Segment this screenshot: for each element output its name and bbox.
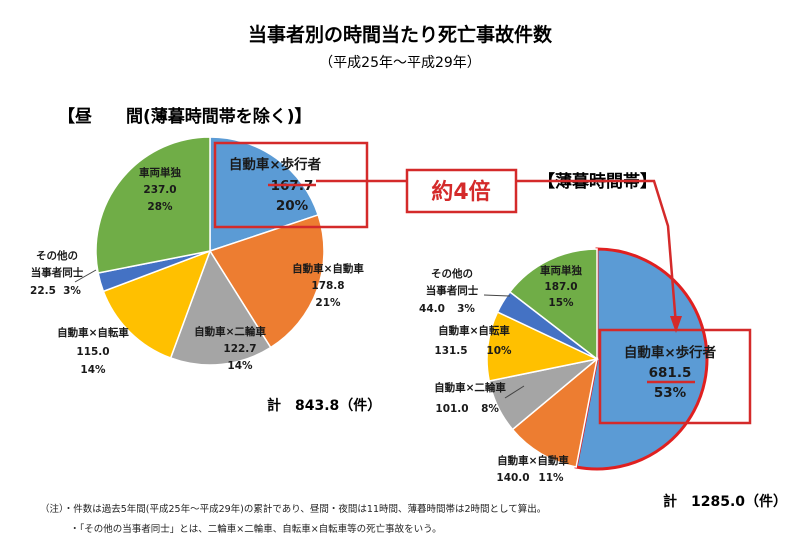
chart-subtitle: （平成25年～平成29年） bbox=[319, 55, 481, 71]
day-bicycle-percent: 14% bbox=[80, 364, 106, 376]
day-pedestrian-highlight-box bbox=[213, 141, 369, 229]
day-slice-motorcycle bbox=[169, 249, 272, 366]
day-slice-bicycle bbox=[102, 249, 212, 359]
dusk-single-percent: 15% bbox=[548, 297, 574, 309]
day-single-value: 237.0 bbox=[143, 184, 176, 196]
callout-connector-right bbox=[516, 179, 678, 326]
dusk-other-percent: 3% bbox=[457, 303, 475, 315]
dusk-bicycle-value: 131.5 bbox=[434, 345, 467, 357]
note-2: ・「その他の当事者同士」とは、二輪車×二輪車、自転車×自転車等の死亡事故をいう。 bbox=[70, 523, 442, 535]
dusk-single-name: 車両単独 bbox=[540, 264, 582, 277]
day-single-name: 車両単独 bbox=[139, 166, 181, 179]
dusk-motorcycle-name: 自動車×二輪車 bbox=[434, 381, 506, 394]
dusk-carcar-percent: 11% bbox=[538, 472, 564, 484]
day-motorcycle-value: 122.7 bbox=[223, 343, 256, 355]
day-other-name-1: その他の bbox=[36, 249, 78, 262]
dusk-slice-single bbox=[508, 248, 598, 361]
day-slice-single bbox=[95, 136, 211, 274]
day-carcar-value: 178.8 bbox=[311, 280, 344, 292]
dusk-carcar-value: 140.0 bbox=[496, 472, 529, 484]
dusk-single-value: 187.0 bbox=[544, 281, 577, 293]
dusk-other-leader bbox=[483, 294, 511, 297]
dusk-slice-bicycle bbox=[486, 311, 600, 382]
day-pedestrian-name: 自動車×歩行者 bbox=[229, 156, 322, 173]
day-other-name-2: 当事者同士 bbox=[31, 266, 84, 279]
dusk-labels: 車両単独 187.0 15% 自動車×歩行者 681.5 53% 自動車×自動車… bbox=[419, 264, 787, 510]
day-slice-car_car bbox=[208, 213, 325, 349]
day-other-value: 22.5 bbox=[30, 285, 56, 297]
dusk-pedestrian-percent: 53% bbox=[654, 385, 687, 401]
day-other-percent: 3% bbox=[63, 285, 81, 297]
day-pedestrian-percent: 20% bbox=[276, 198, 309, 214]
dusk-pedestrian-name: 自動車×歩行者 bbox=[624, 344, 717, 361]
note-1: （注）・件数は過去5年間(平成25年～平成29年)の累計であり、昼間・夜間は11… bbox=[40, 503, 546, 515]
dusk-pedestrian-highlight-box bbox=[598, 328, 752, 425]
ratio-callout-box bbox=[405, 168, 518, 214]
dusk-slice-pedestrian-outline bbox=[574, 247, 709, 471]
dusk-bicycle-name: 自動車×自転車 bbox=[438, 324, 510, 337]
day-carcar-name: 自動車×自動車 bbox=[292, 262, 364, 275]
day-total: 計 843.8（件） bbox=[267, 397, 381, 414]
day-bicycle-value: 115.0 bbox=[76, 346, 109, 358]
day-single-percent: 28% bbox=[147, 201, 173, 213]
ratio-callout-text: 約4倍 bbox=[431, 179, 490, 205]
day-slice-pedestrian bbox=[209, 136, 320, 253]
daytime-pie bbox=[95, 136, 325, 366]
dusk-slice-car_car bbox=[511, 357, 599, 468]
dusk-total: 計 1285.0（件） bbox=[663, 493, 787, 510]
daytime-labels: 車両単独 237.0 28% 自動車×歩行者 167.7 20% 自動車×自動車… bbox=[30, 156, 381, 414]
dusk-motorcycle-percent: 8% bbox=[481, 403, 499, 415]
chart-title: 当事者別の時間当たり死亡事故件数 bbox=[248, 23, 553, 46]
dusk-other-value: 44.0 bbox=[419, 303, 445, 315]
dusk-motorcycle-value: 101.0 bbox=[435, 403, 468, 415]
dusk-other-name-1: その他の bbox=[431, 267, 473, 280]
day-carcar-percent: 21% bbox=[315, 297, 341, 309]
callout-arrowhead bbox=[670, 316, 682, 333]
dusk-motorcycle-leader bbox=[504, 385, 525, 399]
day-bicycle-name: 自動車×自転車 bbox=[57, 326, 129, 339]
dusk-bicycle-percent: 10% bbox=[486, 345, 512, 357]
dusk-pedestrian-value: 681.5 bbox=[649, 365, 692, 381]
daytime-section-title: 【昼 間(薄暮時間帯を除く)】 bbox=[58, 106, 312, 127]
dusk-carcar-name: 自動車×自動車 bbox=[497, 454, 569, 467]
day-motorcycle-name: 自動車×二輪車 bbox=[194, 325, 266, 338]
day-motorcycle-percent: 14% bbox=[227, 360, 253, 372]
highlight-overlay: 約4倍 bbox=[213, 141, 752, 425]
day-other-leader bbox=[74, 269, 97, 283]
dusk-other-name-2: 当事者同士 bbox=[426, 284, 479, 297]
